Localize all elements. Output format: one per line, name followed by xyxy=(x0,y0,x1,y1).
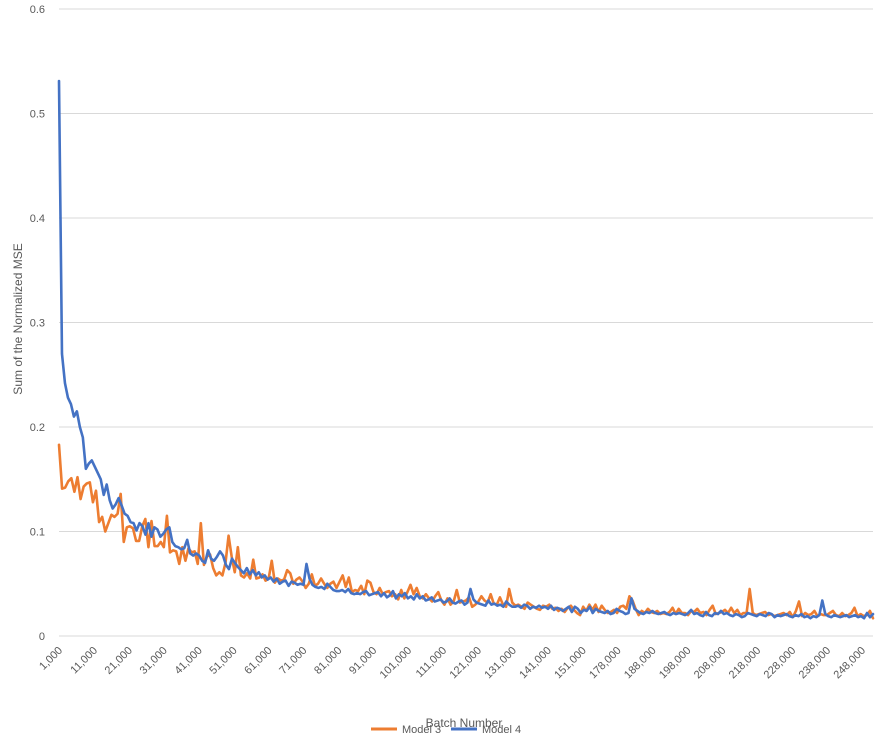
x-tick-label: 61,000 xyxy=(242,645,274,677)
gridlines xyxy=(59,8,873,637)
y-tick-label: 0 xyxy=(39,631,45,643)
x-tick-label: 131,000 xyxy=(482,645,519,682)
x-axis-title: Batch Number xyxy=(426,716,503,730)
x-tick-label: 151,000 xyxy=(552,645,589,682)
series-lines xyxy=(57,79,875,620)
x-tick-label: 41,000 xyxy=(172,645,204,677)
y-tick-label: 0.1 xyxy=(30,527,45,539)
x-tick-label: 11,000 xyxy=(68,645,100,677)
x-tick-label: 208,000 xyxy=(692,645,729,682)
y-tick-label: 0.2 xyxy=(30,422,45,434)
x-tick-label: 141,000 xyxy=(517,645,554,682)
legend-label-model-3: Model 3 xyxy=(402,724,441,736)
x-tick-label: 198,000 xyxy=(657,645,694,682)
x-tick-label: 1,000 xyxy=(37,645,65,673)
series-line-model-4 xyxy=(57,79,875,620)
x-tick-label: 178,000 xyxy=(587,645,624,682)
x-tick-label: 91,000 xyxy=(347,645,379,677)
x-tick-label: 51,000 xyxy=(207,645,239,677)
x-tick-label: 188,000 xyxy=(622,645,659,682)
x-tick-label: 238,000 xyxy=(797,645,834,682)
y-axis-title: Sum of the Normalized MSE xyxy=(11,243,25,394)
x-tick-label: 81,000 xyxy=(312,645,344,677)
y-tick-label: 0.5 xyxy=(30,109,45,121)
x-tick-label: 218,000 xyxy=(727,645,764,682)
y-tick-label: 0.3 xyxy=(30,318,45,330)
legend: Model 3 Model 4 xyxy=(371,724,521,736)
y-tick-label: 0.4 xyxy=(30,213,45,225)
x-tick-label: 111,000 xyxy=(414,645,449,680)
x-tick-label: 121,000 xyxy=(447,645,484,682)
series-line-model-3 xyxy=(57,443,875,620)
x-tick-label: 31,000 xyxy=(138,645,170,677)
x-axis-ticks: 1,000 11,000 21,000 31,000 41,000 51,000 61,00… xyxy=(37,645,868,682)
x-tick-label: 71,000 xyxy=(277,645,309,677)
x-tick-label: 248,000 xyxy=(832,645,869,682)
x-tick-label: 101,000 xyxy=(378,645,415,682)
x-tick-label: 228,000 xyxy=(762,645,799,682)
y-axis-ticks: 0 0.1 0.2 0.3 0.4 0.5 0.6 xyxy=(30,4,45,643)
x-tick-label: 21,000 xyxy=(103,645,135,677)
legend-label-model-4: Model 4 xyxy=(482,724,521,736)
y-tick-label: 0.6 xyxy=(30,4,45,16)
